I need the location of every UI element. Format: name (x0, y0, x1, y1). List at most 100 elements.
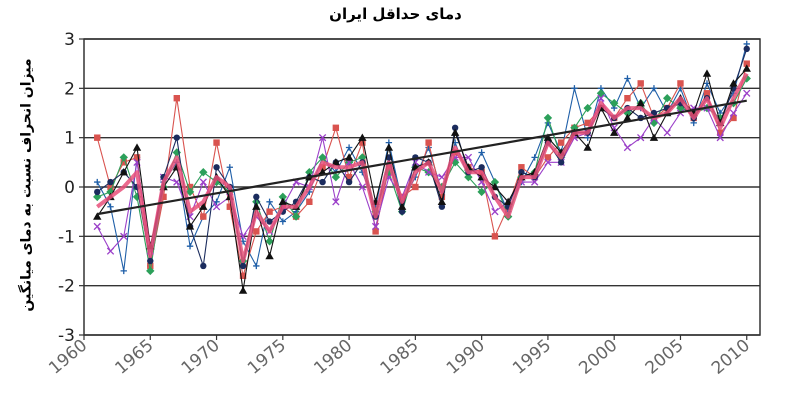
data-point (332, 124, 340, 131)
data-point (331, 172, 341, 182)
data-point (371, 222, 380, 231)
data-point (571, 85, 578, 92)
data-point (451, 124, 459, 131)
data-point (160, 193, 167, 201)
data-point (94, 188, 101, 196)
data-point (185, 187, 195, 197)
data-point (437, 197, 447, 205)
data-point (677, 80, 684, 87)
data-point (624, 95, 631, 102)
data-point (397, 202, 407, 210)
data-point (358, 133, 367, 141)
data-point (305, 168, 314, 177)
data-point (200, 213, 207, 220)
data-point (279, 218, 287, 225)
data-point (438, 193, 446, 201)
data-point (318, 134, 327, 142)
data-point (278, 192, 288, 202)
data-point (252, 202, 261, 210)
data-point (730, 114, 737, 122)
data-point (544, 158, 552, 166)
data-point (146, 266, 155, 276)
data-point (226, 203, 234, 210)
data-point (120, 159, 127, 166)
data-point (372, 228, 379, 235)
data-point (624, 75, 631, 82)
data-point (425, 139, 432, 146)
data-point (412, 183, 419, 191)
data-point (119, 168, 128, 176)
data-point (239, 272, 247, 279)
data-point (636, 98, 645, 107)
data-point (609, 128, 619, 136)
data-point (597, 94, 605, 102)
data-point (107, 183, 114, 191)
data-point (703, 90, 711, 97)
data-point (384, 143, 394, 151)
data-point (557, 159, 565, 166)
data-point (663, 129, 671, 137)
data-point (239, 262, 247, 270)
data-point (107, 178, 114, 186)
data-point (331, 158, 341, 166)
data-point (743, 60, 750, 67)
data-point (649, 133, 659, 141)
data-point (491, 208, 499, 216)
data-point (173, 178, 181, 186)
data-point (253, 228, 260, 235)
data-point (106, 247, 115, 255)
y-tick-label: 3 (64, 30, 75, 50)
data-point (212, 203, 221, 211)
x-tick-label: 1975 (244, 336, 290, 379)
data-point (478, 164, 485, 171)
data-point (623, 108, 632, 118)
data-point (650, 85, 658, 92)
trend-line (97, 99, 747, 216)
data-point (543, 133, 553, 141)
data-point (491, 233, 499, 240)
data-point (147, 262, 154, 270)
data-point (717, 129, 724, 136)
data-point (94, 134, 101, 141)
y-tick-label: 2 (64, 79, 75, 99)
x-tick-label: 1990 (443, 336, 489, 379)
data-point (637, 80, 644, 87)
data-point (93, 212, 102, 220)
data-point (278, 197, 288, 205)
data-point (358, 153, 367, 162)
y-tick-label: -1 (58, 227, 75, 247)
data-point (199, 168, 208, 177)
x-tick-label: 1965 (111, 336, 157, 379)
data-point (318, 153, 327, 162)
data-point (266, 208, 273, 215)
data-point (253, 262, 260, 270)
data-point (107, 203, 114, 210)
data-point (120, 267, 127, 275)
data-point (173, 95, 180, 102)
x-tick-label: 1970 (178, 336, 224, 379)
data-point (213, 164, 220, 171)
x-tick-label: 1985 (377, 336, 423, 379)
data-point (359, 139, 366, 146)
y-tick-label: 1 (64, 129, 75, 149)
data-point (543, 113, 553, 123)
data-point (623, 143, 632, 152)
data-point (265, 251, 274, 260)
data-point (266, 198, 273, 205)
data-point (544, 154, 552, 161)
data-point (464, 172, 473, 182)
data-point (226, 164, 234, 171)
data-point (583, 143, 592, 151)
data-point (490, 182, 500, 191)
data-point (663, 94, 672, 103)
data-point (637, 134, 645, 142)
data-point (319, 164, 326, 171)
data-point (93, 192, 102, 202)
data-point (623, 113, 632, 122)
data-point (358, 183, 367, 191)
series-line-7 (96, 72, 749, 263)
y-tick-label: -2 (58, 277, 75, 297)
data-point (478, 149, 485, 156)
data-point (503, 197, 513, 205)
